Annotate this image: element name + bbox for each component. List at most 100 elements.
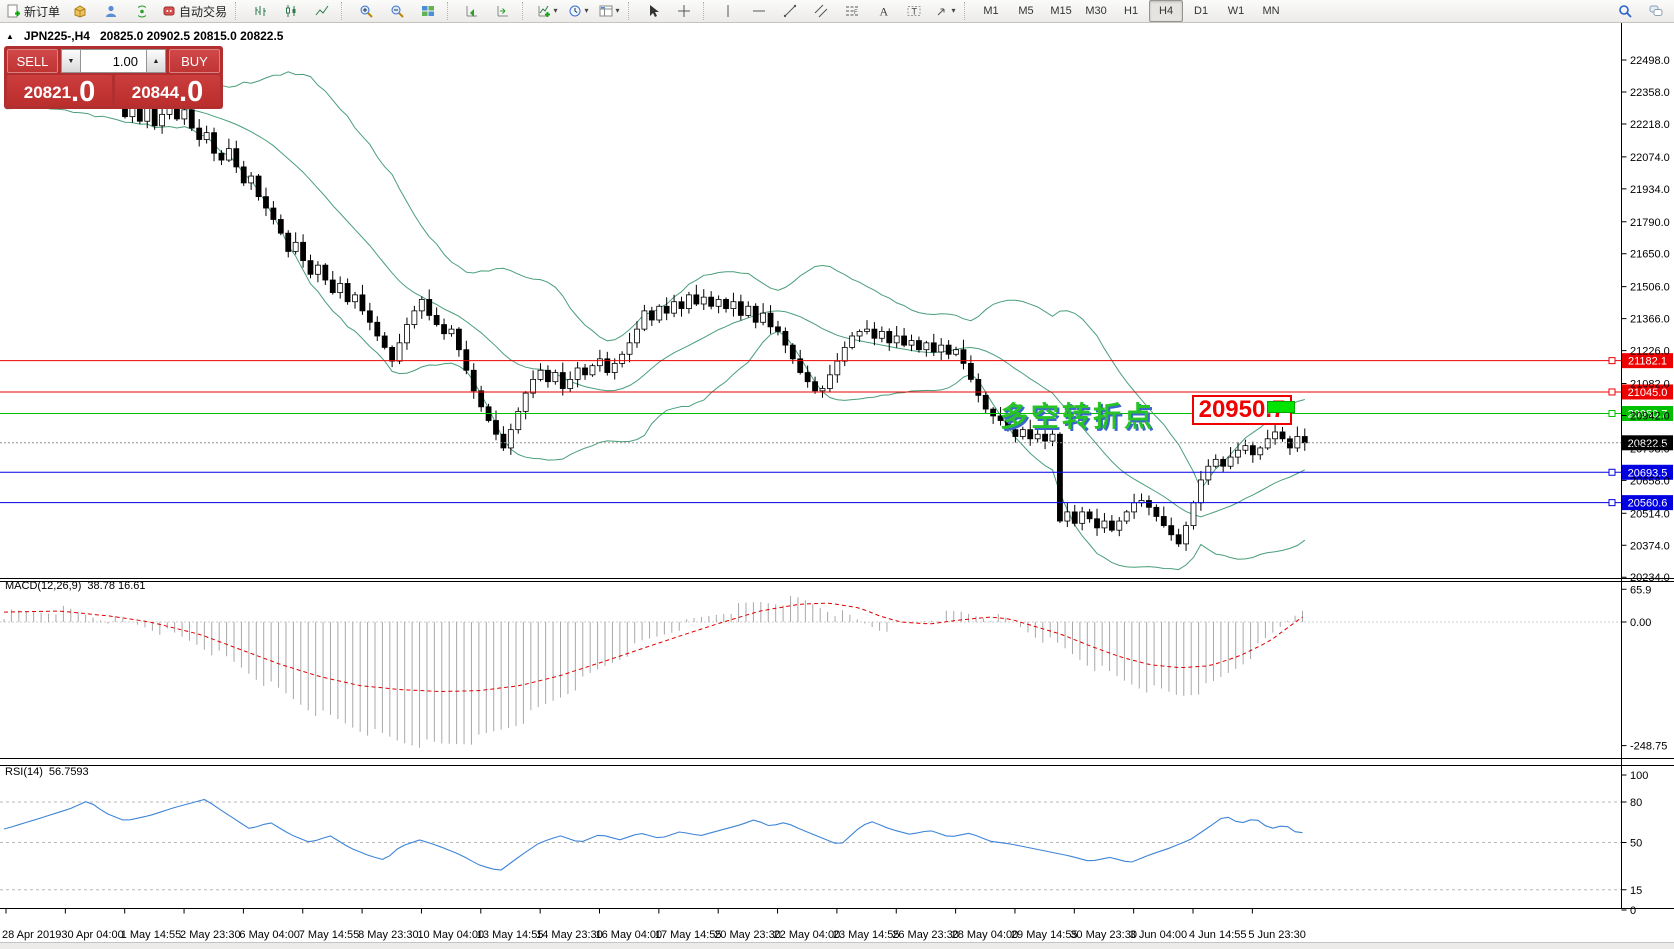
toolbar-separator — [703, 2, 708, 20]
time-tick-label: 26 May 23:30 — [892, 929, 959, 941]
periods-button[interactable]: ▾ — [563, 0, 593, 22]
candlestick-icon — [284, 4, 298, 18]
main-toolbar: 新订单 自动交易 ▾ ▾ ▾ F A T ▾ M1 M5 M15 M30 H1 H4 D1 W1 MN — [0, 0, 1674, 23]
timeframe-h1[interactable]: H1 — [1124, 5, 1139, 17]
volume-decrease-button[interactable]: ▼ — [61, 49, 81, 73]
macd-axis: 65.9 0.00 -248.75 — [1621, 584, 1667, 753]
chat-button[interactable] — [1641, 0, 1671, 22]
bar-chart-button[interactable] — [245, 0, 275, 22]
new-order-button[interactable]: 新订单 — [3, 0, 64, 22]
time-tick-label: 30 May 23:30 — [1070, 929, 1137, 941]
new-order-button-label: 新订单 — [24, 4, 61, 19]
timeframe-m1[interactable]: M1 — [983, 5, 999, 17]
candlestick-chart-button[interactable] — [276, 0, 306, 22]
fibonacci-icon: F — [845, 4, 859, 18]
zoom-out-icon — [390, 4, 404, 18]
symbol-period: JPN225-,H4 — [23, 29, 90, 43]
autotrade-button[interactable]: 自动交易 — [158, 0, 231, 22]
tile-windows-button[interactable] — [413, 0, 443, 22]
turning-point-annotation[interactable]: 多空转折点 — [1000, 401, 1156, 432]
cursor-button[interactable] — [638, 0, 668, 22]
volume-input[interactable]: 1.00 — [81, 49, 146, 73]
time-tick-label: 5 Jun 23:30 — [1248, 929, 1306, 941]
fibonacci-button[interactable]: F — [837, 0, 867, 22]
arrows-button[interactable]: ▾ — [930, 0, 960, 22]
rsi-indicator-label: RSI(14) 56.7593 — [5, 766, 89, 778]
indicators-button[interactable]: ▾ — [532, 0, 562, 22]
timeframe-mn[interactable]: MN — [1262, 5, 1280, 17]
dropdown-caret-icon: ▾ — [951, 6, 956, 15]
chart-area[interactable]: 21182.1 21045.0 20950.7 20693.5 20560.6 20822… — [0, 23, 1674, 949]
highlight-zone[interactable] — [1267, 401, 1295, 413]
text-label-icon: T — [907, 4, 921, 18]
horizontal-lines[interactable]: 21182.1 21045.0 20950.7 20693.5 20560.6 — [0, 353, 1673, 511]
price-line-label: 20950.7 — [1628, 409, 1668, 421]
timeframe-w1[interactable]: W1 — [1227, 5, 1245, 17]
zoom-in-button[interactable] — [351, 0, 381, 22]
signals-icon — [135, 4, 149, 18]
templates-icon — [599, 4, 613, 18]
timeframe-m30[interactable]: M30 — [1085, 5, 1107, 17]
autotrade-button-label: 自动交易 — [179, 4, 228, 19]
time-tick-label: 30 Apr 04:00 — [61, 929, 123, 941]
text-button[interactable]: A — [868, 0, 898, 22]
package-button[interactable] — [65, 0, 95, 22]
window-bottom-edge — [0, 942, 1674, 949]
price-tick-label: 20374.0 — [1630, 540, 1670, 552]
time-tick-label: 8 May 23:30 — [358, 929, 419, 941]
time-tick-label: 7 May 14:55 — [299, 929, 360, 941]
timeframe-m15[interactable]: M15 — [1050, 5, 1072, 17]
vline-button[interactable] — [713, 0, 743, 22]
price-tick-label: 22358.0 — [1630, 87, 1670, 99]
search-button[interactable] — [1610, 0, 1640, 22]
rsi-tick-label: 15 — [1630, 885, 1642, 897]
vline-icon — [721, 4, 735, 18]
trendline-icon — [783, 4, 797, 18]
crosshair-icon — [677, 4, 691, 18]
sell-button[interactable]: SELL — [7, 49, 58, 73]
support-button[interactable] — [96, 0, 126, 22]
chart-shift-button[interactable] — [457, 0, 487, 22]
price-tick-label: 21082.0 — [1630, 379, 1670, 391]
time-tick-label: 13 May 14:55 — [477, 929, 544, 941]
macd-histogram — [3, 596, 1303, 748]
zoom-out-button[interactable] — [382, 0, 412, 22]
collapse-icon[interactable]: ▲ — [6, 31, 14, 41]
time-tick-label: 28 Apr 2019 — [2, 929, 61, 941]
rsi-value: 56.7593 — [48, 766, 89, 778]
timeframe-d1[interactable]: D1 — [1194, 5, 1209, 17]
crosshair-button[interactable] — [669, 0, 699, 22]
timeframe-h4[interactable]: H4 — [1149, 0, 1184, 22]
buy-button[interactable]: BUY — [169, 49, 220, 73]
sell-price-button[interactable]: 20821 .0 — [7, 75, 112, 107]
macd-tick-label: 0.00 — [1630, 617, 1651, 629]
volume-increase-button[interactable]: ▲ — [146, 49, 166, 73]
autotrade-icon — [162, 4, 176, 18]
signals-button[interactable] — [127, 0, 157, 22]
text-a-icon: A — [876, 4, 890, 19]
line-chart-icon — [315, 4, 329, 18]
time-tick-label: 20 May 23:30 — [714, 929, 781, 941]
price-line-label: 20693.5 — [1628, 467, 1668, 479]
buy-price-button[interactable]: 20844 .0 — [115, 75, 220, 109]
line-chart-button[interactable] — [307, 0, 337, 22]
tile-windows-icon — [421, 4, 435, 18]
macd-tick-label: 65.9 — [1630, 584, 1651, 596]
time-tick-label: 23 May 14:55 — [833, 929, 900, 941]
timeframe-m5[interactable]: M5 — [1018, 5, 1034, 17]
auto-scroll-icon — [496, 4, 510, 18]
price-callout-box[interactable]: 20950.7 — [1192, 395, 1292, 425]
time-axis: 28 Apr 2019 30 Apr 04:001 May 14:552 May … — [2, 908, 1306, 941]
buy-price-fraction: .0 — [179, 76, 204, 109]
templates-button[interactable]: ▾ — [594, 0, 624, 22]
text-label-button[interactable]: T — [899, 0, 929, 22]
auto-scroll-button[interactable] — [488, 0, 518, 22]
price-tick-label: 20658.0 — [1630, 475, 1670, 487]
chart-title: ▲ JPN225-,H4 20825.0 20902.5 20815.0 208… — [6, 29, 283, 43]
hline-button[interactable] — [744, 0, 774, 22]
toolbar-separator — [628, 2, 633, 20]
channel-button[interactable] — [806, 0, 836, 22]
trendline-button[interactable] — [775, 0, 805, 22]
price-tick-label: 20798.0 — [1630, 443, 1670, 455]
price-axis: 22498.0 22358.0 22218.0 22074.0 21934.0 21790… — [1621, 55, 1670, 584]
